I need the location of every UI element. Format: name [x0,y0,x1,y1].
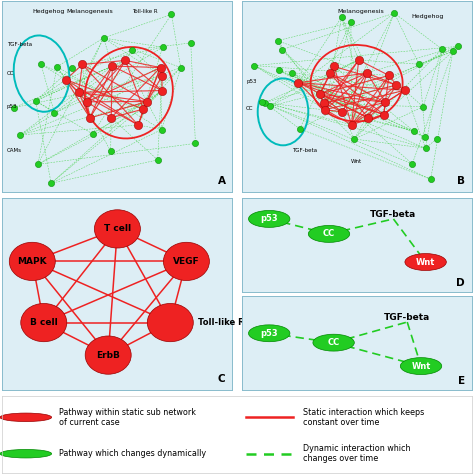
Text: Wnt: Wnt [351,159,362,164]
Circle shape [0,413,52,421]
Text: CAMs: CAMs [7,147,22,153]
Text: p53: p53 [246,79,257,84]
Text: CC: CC [246,106,254,110]
Text: p53: p53 [260,214,278,223]
Circle shape [85,336,131,374]
Text: VEGF: VEGF [173,257,200,266]
Text: MAPK: MAPK [18,257,47,266]
Text: C: C [218,374,226,384]
Text: TGF-beta: TGF-beta [292,147,317,153]
Circle shape [0,449,52,458]
Text: A: A [218,176,226,186]
Circle shape [21,303,67,342]
Text: TGF-beta: TGF-beta [7,43,32,47]
Text: Wnt: Wnt [411,362,431,371]
Text: T cell: T cell [104,224,131,233]
Text: B: B [457,176,465,186]
Text: CC: CC [328,338,340,347]
Circle shape [401,358,442,374]
Text: D: D [456,278,465,288]
Text: p53: p53 [260,329,278,338]
Circle shape [94,210,140,248]
Text: p53: p53 [7,104,18,109]
Text: TGF-beta: TGF-beta [384,313,430,322]
Text: Toll-like R: Toll-like R [198,318,245,327]
Circle shape [248,325,290,342]
Text: Melanogenesis: Melanogenesis [338,9,384,14]
Text: Toll-like R: Toll-like R [132,9,158,14]
Circle shape [248,210,290,228]
Circle shape [313,334,354,351]
Circle shape [405,254,447,271]
Text: Hedgehog: Hedgehog [411,14,444,19]
Text: Dynamic interaction which
changes over time: Dynamic interaction which changes over t… [303,444,410,464]
Text: Static interaction which keeps
constant over time: Static interaction which keeps constant … [303,408,424,427]
Circle shape [9,242,55,281]
Text: E: E [457,376,465,386]
Circle shape [164,242,210,281]
Text: CC: CC [7,71,15,76]
Text: Wnt: Wnt [416,257,435,266]
Text: TGF-beta: TGF-beta [370,210,417,219]
Text: B cell: B cell [30,318,58,327]
Text: CC: CC [323,229,335,238]
Text: Pathway within static sub network
of current case: Pathway within static sub network of cur… [59,408,196,427]
Text: Melanogenesis: Melanogenesis [66,9,113,14]
Circle shape [308,226,350,242]
Circle shape [147,303,193,342]
Text: ErbB: ErbB [96,351,120,360]
Text: Pathway which changes dynamically: Pathway which changes dynamically [59,449,206,458]
Text: Hedgehog: Hedgehog [32,9,64,14]
